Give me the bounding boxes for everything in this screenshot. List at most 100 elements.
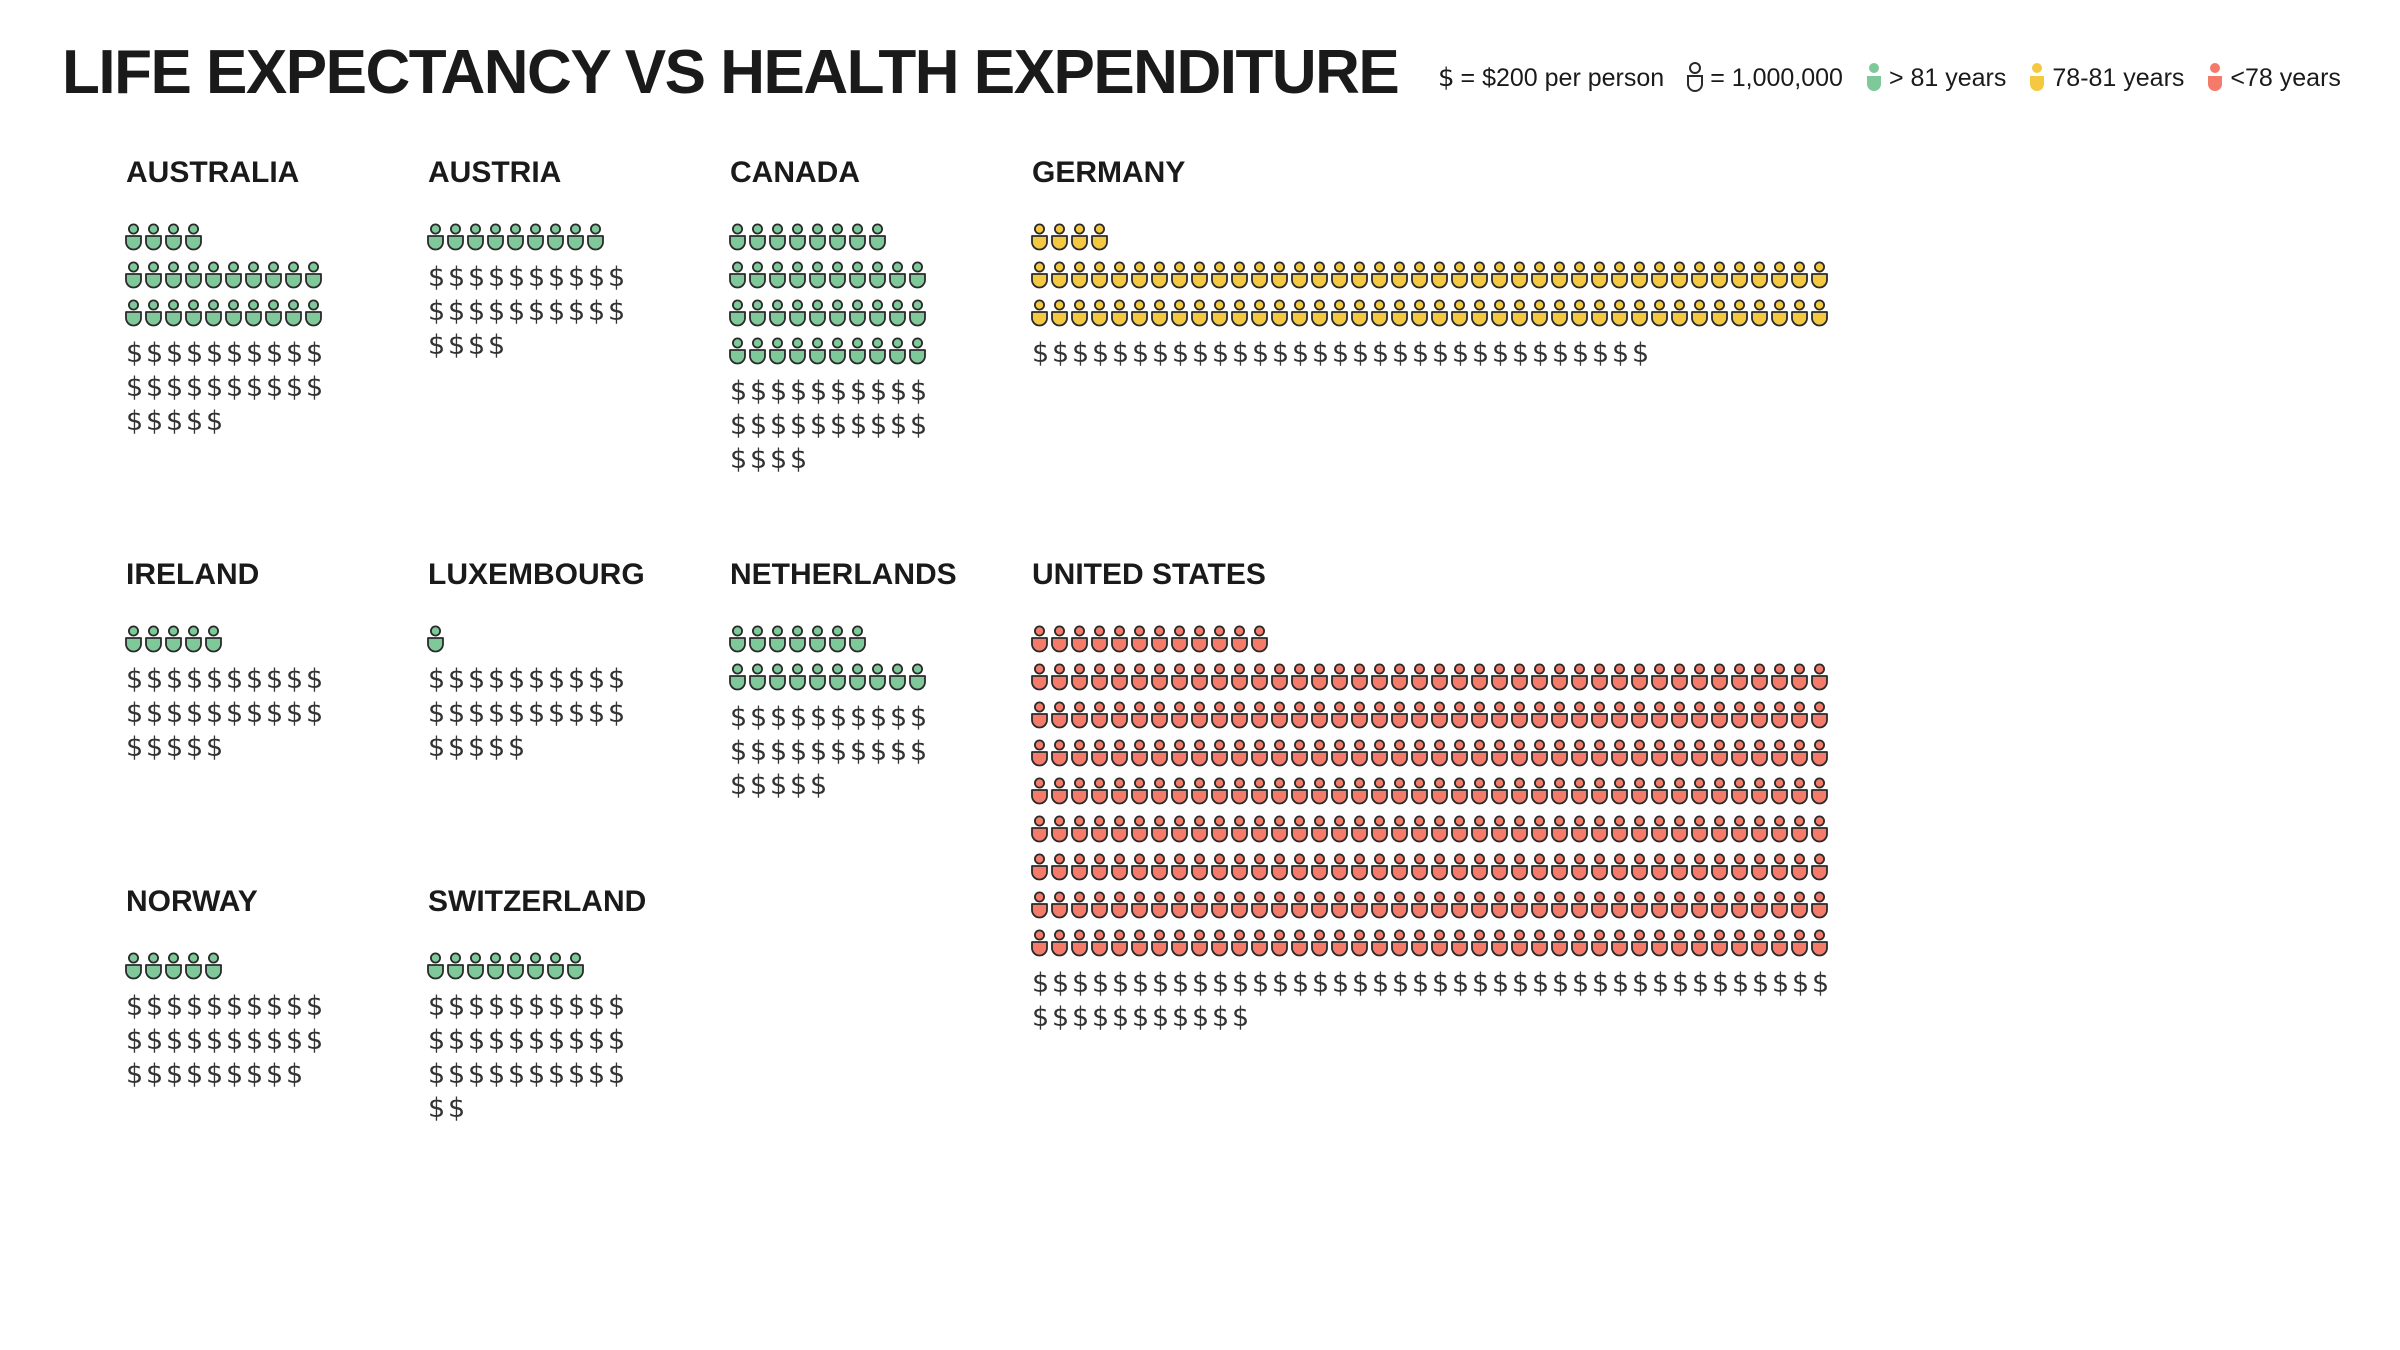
person-mark bbox=[1031, 739, 1048, 767]
person-mark bbox=[205, 952, 222, 980]
country-label: NORWAY bbox=[126, 885, 258, 918]
dollar-mark: $ bbox=[146, 338, 163, 369]
dollar-mark: $ bbox=[448, 1093, 465, 1124]
person-mark bbox=[1751, 299, 1768, 327]
dollar-mark: $ bbox=[588, 664, 605, 695]
dollar-mark: $ bbox=[1352, 968, 1369, 999]
person-mark bbox=[1691, 777, 1708, 805]
dollar-mark: $ bbox=[1532, 968, 1549, 999]
dollar-mark: $ bbox=[468, 664, 485, 695]
person-mark bbox=[909, 261, 926, 289]
person-mark bbox=[1071, 777, 1088, 805]
legend-dollar: $ = $200 per person bbox=[1438, 63, 1664, 93]
person-mark bbox=[1251, 891, 1268, 919]
person-mark bbox=[1431, 299, 1448, 327]
dollar-mark: $ bbox=[226, 991, 243, 1022]
person-mark bbox=[1091, 261, 1108, 289]
dollar-mark: $ bbox=[508, 1025, 525, 1056]
person-mark bbox=[1331, 739, 1348, 767]
person-mark bbox=[1091, 663, 1108, 691]
person-mark bbox=[1431, 739, 1448, 767]
dollar-mark: $ bbox=[266, 1025, 283, 1056]
dollar-mark: $ bbox=[790, 702, 807, 733]
person-mark bbox=[1331, 261, 1348, 289]
person-mark bbox=[1811, 815, 1828, 843]
dollar-mark: $ bbox=[1472, 968, 1489, 999]
person-mark bbox=[1411, 739, 1428, 767]
person-mark bbox=[1071, 815, 1088, 843]
dollar-mark: $ bbox=[750, 770, 767, 801]
dollar-mark: $ bbox=[770, 736, 787, 767]
dollar-mark: $ bbox=[588, 991, 605, 1022]
person-mark bbox=[1191, 739, 1208, 767]
dollar-mark: $ bbox=[186, 372, 203, 403]
person-mark bbox=[1471, 929, 1488, 957]
dollar-mark: $ bbox=[1392, 968, 1409, 999]
person-mark bbox=[1171, 625, 1188, 653]
person-mark bbox=[265, 299, 282, 327]
person-mark bbox=[1771, 261, 1788, 289]
person-mark bbox=[1771, 739, 1788, 767]
dollar-mark: $ bbox=[870, 376, 887, 407]
dollar-mark: $ bbox=[246, 1025, 263, 1056]
dollar-mark: $ bbox=[810, 736, 827, 767]
person-mark bbox=[1771, 815, 1788, 843]
person-mark bbox=[1191, 663, 1208, 691]
dollar-mark: $ bbox=[1192, 968, 1209, 999]
dollar-mark: $ bbox=[226, 1059, 243, 1090]
person-mark bbox=[547, 223, 564, 251]
dollar-mark: $ bbox=[448, 664, 465, 695]
dollar-mark: $ bbox=[730, 376, 747, 407]
person-mark bbox=[1611, 929, 1628, 957]
person-mark bbox=[1391, 815, 1408, 843]
person-mark bbox=[1731, 929, 1748, 957]
dollar-mark: $ bbox=[246, 338, 263, 369]
dollar-mark: $ bbox=[206, 732, 223, 763]
dollar-mark: $ bbox=[1592, 338, 1609, 369]
person-mark bbox=[1451, 261, 1468, 289]
dollar-mark: $ bbox=[910, 736, 927, 767]
person-mark bbox=[1471, 853, 1488, 881]
dollar-mark: $ bbox=[1432, 338, 1449, 369]
dollar-mark: $ bbox=[206, 338, 223, 369]
person-mark bbox=[1071, 929, 1088, 957]
country-label: SWITZERLAND bbox=[428, 885, 646, 918]
person-mark bbox=[427, 223, 444, 251]
person-mark bbox=[1331, 815, 1348, 843]
dollar-mark: $ bbox=[146, 664, 163, 695]
country-panel: NORWAY$ $ $ $ $ $ $ $ $ $$ $ $ $ $ $ $ $ $ $$ $ $ $ $ $ $ $ $ bbox=[125, 885, 323, 1090]
person-mark bbox=[1191, 891, 1208, 919]
person-mark bbox=[125, 299, 142, 327]
dollar-mark: $ bbox=[166, 732, 183, 763]
person-mark bbox=[1671, 299, 1688, 327]
dollar-mark: $ bbox=[910, 410, 927, 441]
dollar-mark: $ bbox=[286, 698, 303, 729]
person-mark bbox=[487, 223, 504, 251]
person-mark bbox=[1611, 261, 1628, 289]
country-panel: LUXEMBOURG$ $ $ $ $ $ $ $ $ $$ $ $ $ $ $ $ $ $ $$ $ $ $ $ bbox=[427, 558, 645, 763]
person-mark bbox=[1271, 261, 1288, 289]
person-mark bbox=[1671, 891, 1688, 919]
dollar-mark: $ bbox=[890, 702, 907, 733]
dollar-mark: $ bbox=[1632, 968, 1649, 999]
person-mark bbox=[769, 299, 786, 327]
dollar-mark: $ bbox=[488, 1025, 505, 1056]
person-mark bbox=[1511, 299, 1528, 327]
person-mark bbox=[1391, 701, 1408, 729]
dollar-mark: $ bbox=[1192, 338, 1209, 369]
person-mark bbox=[1751, 777, 1768, 805]
dollar-mark: $ bbox=[608, 664, 625, 695]
person-mark bbox=[1391, 929, 1408, 957]
person-mark bbox=[889, 261, 906, 289]
dollar-mark: $ bbox=[468, 698, 485, 729]
person-mark bbox=[1111, 777, 1128, 805]
person-mark bbox=[1631, 777, 1648, 805]
person-mark bbox=[1171, 929, 1188, 957]
dollar-mark: $ bbox=[428, 991, 445, 1022]
person-mark bbox=[145, 261, 162, 289]
dollar-mark: $ bbox=[770, 702, 787, 733]
dollar-mark: $ bbox=[246, 1059, 263, 1090]
person-mark bbox=[1271, 853, 1288, 881]
person-mark bbox=[729, 223, 746, 251]
